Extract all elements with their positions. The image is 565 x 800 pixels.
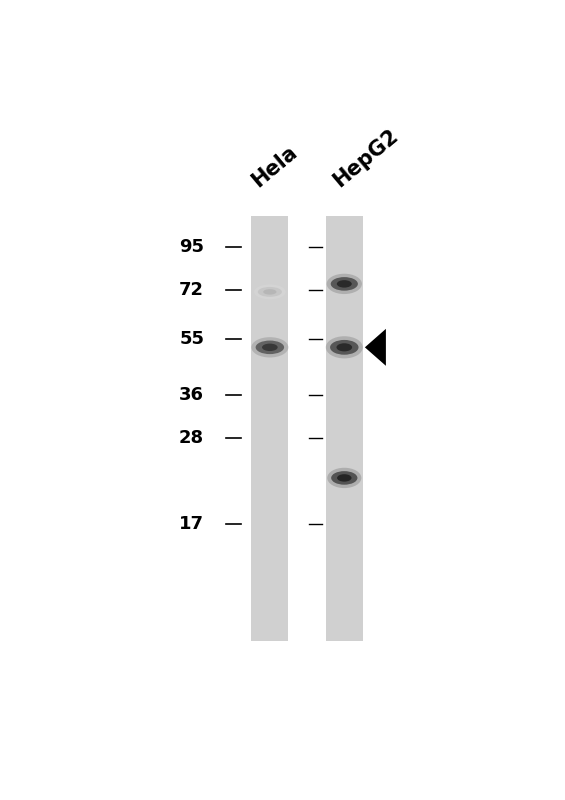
Text: 55: 55 [179,330,204,348]
Text: Hela: Hela [248,142,302,191]
Bar [251,216,289,641]
Ellipse shape [326,336,363,358]
Ellipse shape [254,285,285,299]
Text: 28: 28 [179,429,204,447]
Text: HepG2: HepG2 [329,126,402,191]
Ellipse shape [331,471,358,485]
Polygon shape [365,329,386,366]
Ellipse shape [255,341,284,354]
Bar [325,216,363,641]
Ellipse shape [337,280,352,288]
Ellipse shape [337,474,351,482]
Text: 36: 36 [179,386,204,404]
Ellipse shape [337,343,352,351]
Ellipse shape [262,344,277,351]
Text: 17: 17 [179,515,204,533]
Ellipse shape [330,340,359,354]
Text: 72: 72 [179,281,204,299]
Ellipse shape [327,468,362,488]
Ellipse shape [251,337,288,358]
Ellipse shape [263,289,276,294]
Ellipse shape [331,277,358,290]
Text: 95: 95 [179,238,204,256]
Ellipse shape [327,274,362,294]
Ellipse shape [258,287,282,297]
